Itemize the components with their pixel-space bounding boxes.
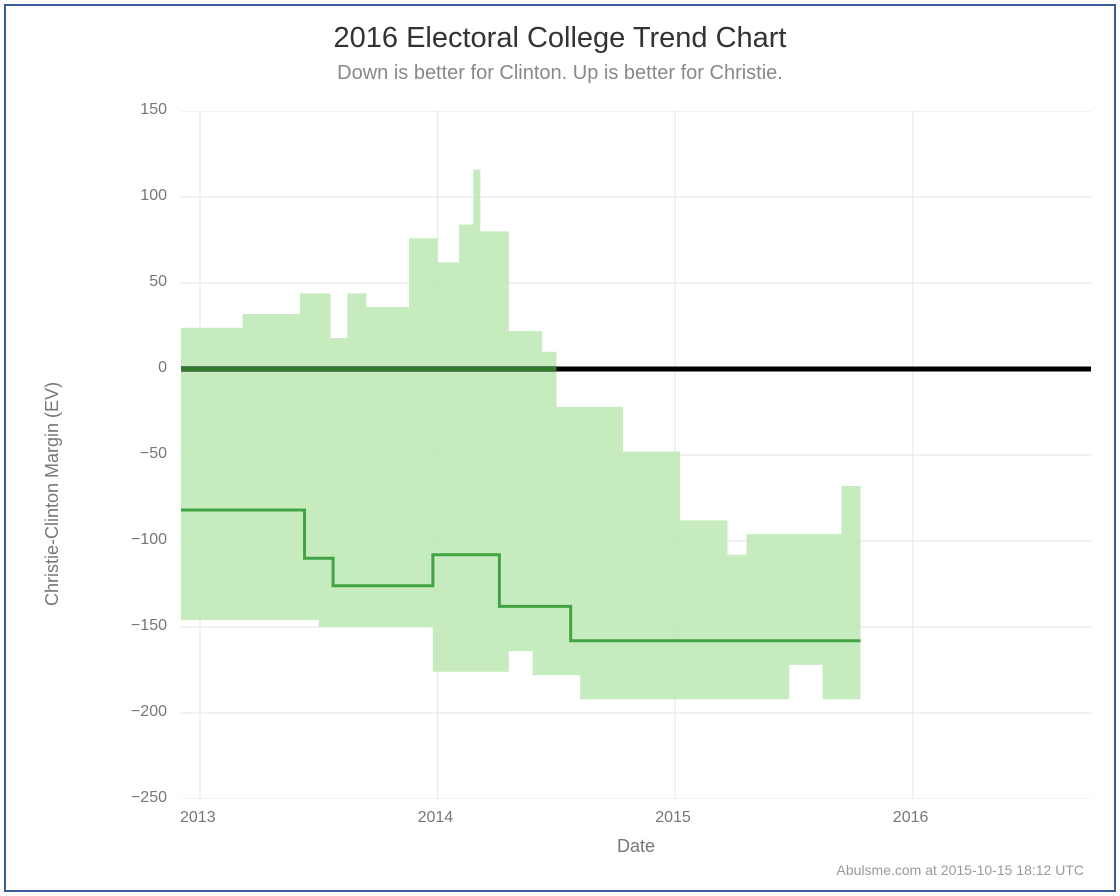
y-tick-label: 0	[158, 359, 167, 377]
chart-title: 2016 Electoral College Trend Chart	[6, 22, 1114, 55]
chart-subtitle: Down is better for Clinton. Up is better…	[6, 62, 1114, 85]
chart-frame: 2016 Electoral College Trend Chart Down …	[4, 4, 1116, 892]
y-tick-label: −250	[131, 789, 167, 807]
y-tick-label: 100	[140, 187, 167, 205]
x-tick-label: 2016	[893, 809, 929, 827]
credit-text: Abulsme.com at 2015-10-15 18:12 UTC	[837, 862, 1084, 878]
x-axis-label: Date	[181, 836, 1091, 857]
y-tick-label: −50	[140, 445, 167, 463]
y-tick-label: −150	[131, 617, 167, 635]
margin-band	[181, 169, 861, 699]
y-tick-label: −200	[131, 703, 167, 721]
y-tick-label: 50	[149, 273, 167, 291]
x-tick-label: 2015	[655, 809, 691, 827]
x-tick-label: 2014	[418, 809, 454, 827]
y-tick-label: 150	[140, 101, 167, 119]
plot-area	[181, 111, 1091, 799]
y-axis-label: Christie-Clinton Margin (EV)	[42, 382, 63, 606]
y-tick-label: −100	[131, 531, 167, 549]
x-tick-label: 2013	[180, 809, 216, 827]
